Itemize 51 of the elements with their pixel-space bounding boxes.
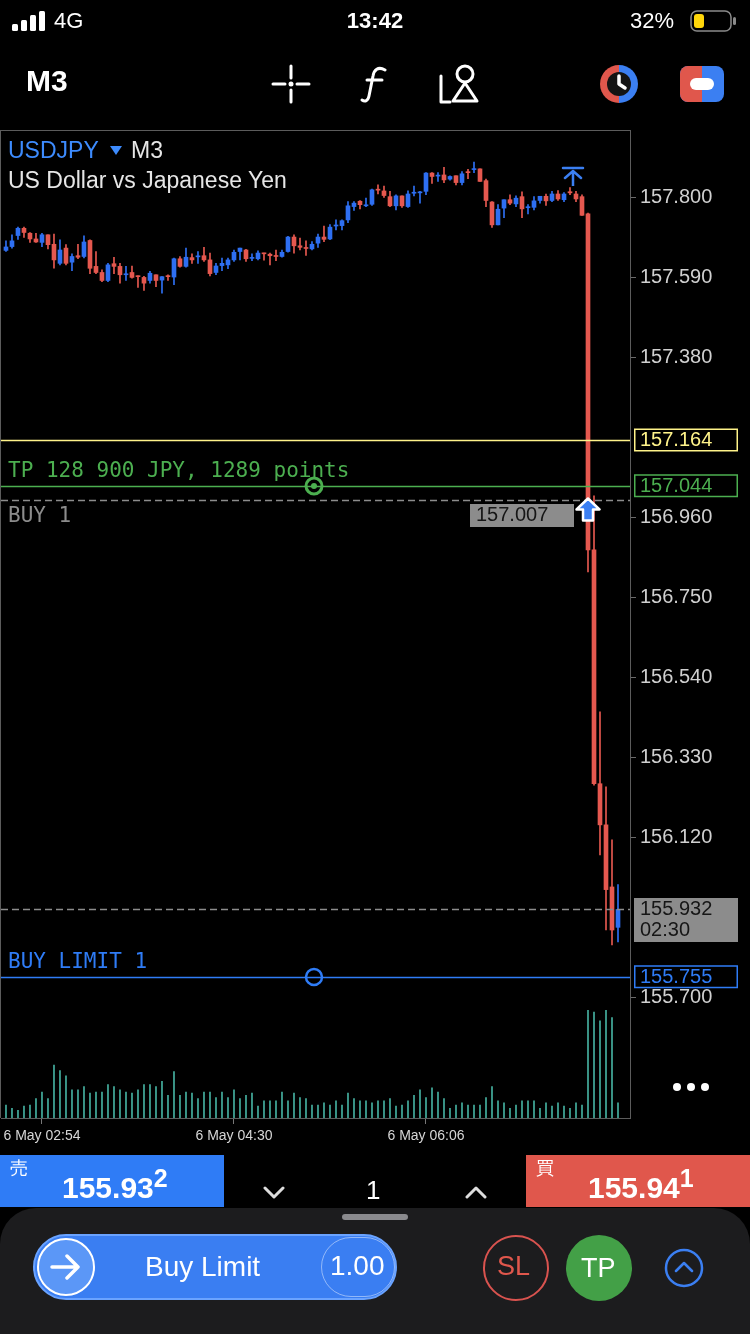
ref-line-label: 157.164 bbox=[640, 428, 713, 451]
ref-line-label: 155.932 02:30 bbox=[640, 897, 713, 941]
text: M3 bbox=[26, 64, 68, 99]
y-tick-label: 156.330 bbox=[640, 745, 713, 768]
y-tick-label: 157.800 bbox=[640, 185, 713, 208]
candlestick bbox=[123, 266, 129, 281]
y-tick-label: 157.590 bbox=[640, 265, 713, 288]
chart-title: USDJPY bbox=[8, 137, 99, 164]
candlestick bbox=[75, 243, 81, 260]
text: 4G bbox=[54, 8, 84, 34]
annotation: M3 bbox=[131, 137, 163, 164]
text: TP bbox=[581, 1253, 616, 1285]
y-tick-label: 156.750 bbox=[640, 585, 713, 608]
text: 買 bbox=[536, 1158, 554, 1179]
text: SL bbox=[497, 1251, 531, 1283]
ref-line-label: 155.755 bbox=[640, 964, 713, 987]
candlestick bbox=[363, 197, 369, 207]
text: 32% bbox=[630, 8, 675, 34]
candlestick bbox=[273, 249, 279, 261]
candlestick bbox=[525, 204, 531, 215]
candlestick bbox=[135, 275, 141, 288]
ref-line-label: 157.044 bbox=[640, 473, 713, 496]
candlestick bbox=[165, 274, 171, 281]
candlestick bbox=[567, 187, 573, 196]
text: 1.00 bbox=[330, 1250, 385, 1283]
y-tick-label: 156.540 bbox=[640, 665, 713, 688]
candlestick bbox=[249, 253, 255, 261]
annotation: BUY 1 bbox=[8, 502, 72, 527]
x-tick-label: 6 May 06:06 bbox=[387, 1127, 465, 1144]
text: 1 bbox=[366, 1175, 381, 1205]
candlestick bbox=[465, 168, 471, 180]
text: 155.94 bbox=[588, 1171, 680, 1204]
text: Buy Limit bbox=[145, 1251, 261, 1284]
candlestick bbox=[111, 256, 117, 274]
annotation: BUY LIMIT 1 bbox=[8, 948, 148, 973]
candlestick bbox=[261, 252, 267, 261]
y-tick-label: 156.120 bbox=[640, 825, 713, 848]
x-tick-label: 6 May 02:54 bbox=[3, 1127, 81, 1144]
y-tick-label: 156.960 bbox=[640, 505, 713, 528]
y-tick-label: 157.380 bbox=[640, 345, 713, 368]
x-tick-label: 6 May 04:30 bbox=[195, 1127, 273, 1144]
candlestick bbox=[303, 240, 309, 256]
ref-line-label: 157.007 bbox=[476, 503, 549, 526]
y-tick-label: 155.700 bbox=[640, 985, 713, 1008]
text: 売 bbox=[10, 1158, 28, 1179]
text: 13:42 bbox=[346, 8, 404, 34]
candlestick bbox=[471, 161, 477, 173]
annotation: TP 128 900 JPY, 1289 points bbox=[8, 457, 350, 482]
text: 155.93$^{2}$ bbox=[62, 1164, 168, 1206]
text: US Dollar vs Japanese Yen bbox=[8, 167, 287, 194]
text: 1 bbox=[679, 1164, 694, 1192]
